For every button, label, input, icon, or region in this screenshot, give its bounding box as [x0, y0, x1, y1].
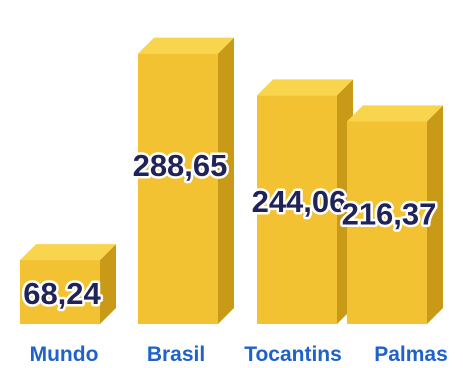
bar-front-brasil [138, 53, 218, 325]
bar-top-tocantins [257, 79, 353, 96]
bar-side-mundo [100, 244, 116, 324]
bar-palmas [347, 105, 443, 324]
value-label-mundo: 68,24 [23, 276, 101, 311]
value-label-tocantins: 244,06 [252, 184, 347, 219]
value-labels-group: 68,24 288,65 244,06 216,37 [21, 146, 439, 314]
bar-top-mundo [20, 244, 116, 261]
bar-front-tocantins [257, 95, 337, 325]
category-label-brasil: Brasil [147, 343, 205, 366]
bars-group [20, 37, 443, 325]
bar-side-palmas [427, 105, 443, 324]
bar-front-palmas [347, 121, 427, 324]
value-label-palmas: 216,37 [342, 197, 437, 232]
category-labels-group: Mundo Brasil Tocantins Palmas [30, 343, 448, 366]
category-label-mundo: Mundo [30, 343, 99, 366]
bar-top-brasil [138, 37, 234, 54]
bar-front-mundo [20, 260, 100, 324]
category-label-palmas: Palmas [374, 343, 448, 366]
bar-mundo [20, 244, 116, 324]
bar-side-brasil [218, 37, 234, 325]
bar-brasil [138, 37, 234, 325]
category-label-tocantins: Tocantins [244, 343, 342, 366]
bar-top-palmas [347, 105, 443, 122]
value-label-brasil: 288,65 [133, 148, 228, 183]
